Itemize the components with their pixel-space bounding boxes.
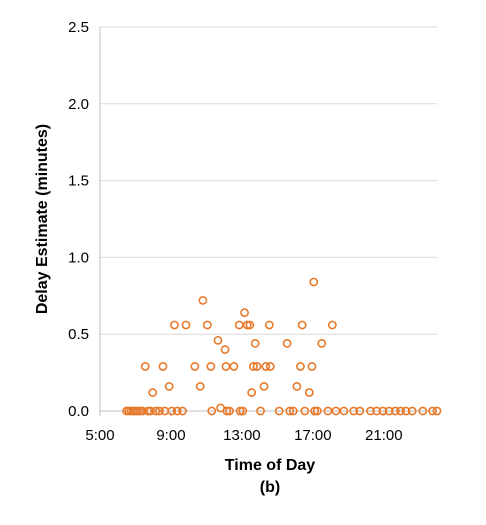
x-tick-label: 13:00: [223, 427, 261, 444]
data-point: [327, 320, 337, 330]
data-point: [304, 388, 314, 397]
data-point: [213, 335, 223, 345]
x-tick-labels: 5:00 9:00 13:00 17:00 21:00: [85, 411, 403, 444]
y-tick-label: 0.5: [68, 326, 89, 343]
data-point: [222, 406, 232, 416]
data-point: [234, 320, 244, 330]
data-point: [181, 320, 191, 330]
data-point: [300, 406, 310, 416]
data-point: [140, 362, 150, 371]
data-point: [221, 362, 231, 371]
data-point: [384, 406, 394, 416]
data-point: [146, 406, 155, 416]
data-point: [158, 362, 168, 371]
data-point: [167, 406, 177, 416]
x-tick-label: 17:00: [294, 427, 332, 444]
data-point: [366, 406, 375, 416]
data-point: [418, 406, 428, 416]
data-point: [207, 406, 217, 416]
y-tick-label: 1.5: [68, 173, 89, 190]
data-point: [155, 406, 164, 416]
data-point: [229, 362, 239, 371]
data-point: [317, 339, 327, 348]
data-points: [122, 277, 442, 416]
data-point: [401, 406, 411, 416]
x-axis-title: Time of Day: [225, 457, 316, 474]
data-point: [378, 406, 388, 416]
data-point: [288, 406, 298, 416]
data-point: [307, 362, 317, 371]
data-point: [148, 388, 158, 397]
y-axis-title: Delay Estimate (minutes): [34, 124, 51, 314]
x-tick-label: 21:00: [365, 427, 403, 444]
data-point: [170, 320, 179, 330]
data-point: [264, 320, 274, 330]
data-point: [137, 406, 147, 416]
data-point: [407, 406, 417, 416]
data-point: [282, 339, 292, 348]
x-axis-subtitle: (b): [260, 479, 280, 496]
data-point: [195, 382, 205, 391]
x-tick-label: 9:00: [156, 427, 185, 444]
grid-lines: [100, 26, 437, 335]
data-point: [190, 362, 200, 371]
data-point: [235, 406, 245, 416]
data-point: [249, 362, 258, 371]
data-point: [238, 406, 248, 416]
data-point: [151, 406, 161, 416]
data-point: [292, 382, 302, 391]
data-point: [256, 406, 265, 416]
data-point: [252, 362, 262, 371]
data-point: [225, 406, 234, 416]
data-point: [172, 406, 182, 416]
data-point: [247, 388, 257, 397]
data-point: [240, 308, 249, 318]
data-point: [250, 339, 260, 348]
data-point: [396, 406, 406, 416]
y-tick-label: 1.0: [68, 249, 89, 266]
data-point: [310, 406, 320, 416]
data-point: [220, 345, 230, 354]
data-point: [372, 406, 382, 416]
data-point: [265, 362, 275, 371]
data-point: [309, 277, 319, 287]
y-tick-labels: 0.0 0.5 1.0 1.5 2.0 2.5: [68, 19, 89, 420]
data-point: [349, 406, 359, 416]
data-point: [432, 406, 442, 416]
data-point: [261, 362, 271, 371]
data-point: [339, 406, 349, 416]
y-tick-label: 0.0: [68, 403, 89, 420]
data-point: [242, 320, 252, 330]
data-point: [296, 362, 305, 371]
data-point: [245, 320, 255, 330]
data-point: [285, 406, 295, 416]
data-point: [178, 406, 187, 416]
data-point: [202, 320, 212, 330]
data-point: [312, 406, 322, 416]
data-point: [428, 406, 437, 416]
data-point: [259, 382, 269, 391]
data-point: [297, 320, 307, 330]
data-point: [390, 406, 400, 416]
data-point: [274, 406, 284, 416]
y-tick-label: 2.0: [68, 96, 89, 113]
data-point: [198, 296, 208, 305]
data-point: [206, 362, 216, 371]
data-point: [164, 382, 174, 391]
y-tick-label: 2.5: [68, 19, 89, 36]
data-point: [355, 406, 365, 416]
x-tick-label: 5:00: [85, 427, 114, 444]
